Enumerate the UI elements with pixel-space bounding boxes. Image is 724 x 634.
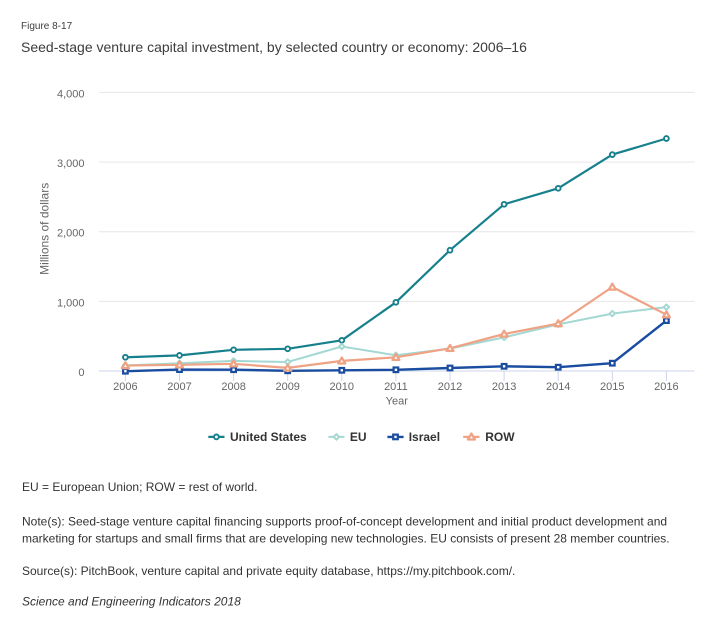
svg-text:EU = European Union; ROW = res: EU = European Union; ROW = rest of world…: [22, 480, 257, 494]
svg-text:United States: United States: [230, 430, 307, 444]
svg-text:2010: 2010: [330, 381, 354, 393]
svg-text:4,000: 4,000: [57, 88, 85, 100]
svg-text:Figure 8-17: Figure 8-17: [21, 21, 73, 32]
svg-text:Note(s): Seed-stage venture ca: Note(s): Seed-stage venture capital fina…: [22, 515, 667, 529]
svg-text:marketing for startups and sma: marketing for startups and small firms t…: [22, 532, 670, 546]
svg-text:1,000: 1,000: [57, 297, 85, 309]
svg-text:Seed-stage venture capital inv: Seed-stage venture capital investment, b…: [21, 39, 527, 55]
svg-text:Year: Year: [386, 395, 409, 407]
svg-text:2013: 2013: [492, 381, 516, 393]
svg-text:2011: 2011: [384, 381, 408, 393]
svg-text:3,000: 3,000: [57, 158, 85, 170]
svg-text:2008: 2008: [221, 381, 245, 393]
svg-text:2007: 2007: [167, 381, 191, 393]
svg-text:2015: 2015: [600, 381, 624, 393]
svg-text:2012: 2012: [438, 381, 462, 393]
svg-text:ROW: ROW: [485, 430, 515, 444]
svg-text:Millions of dollars: Millions of dollars: [38, 183, 52, 275]
svg-text:2,000: 2,000: [57, 228, 85, 240]
svg-text:2006: 2006: [113, 381, 137, 393]
svg-text:2009: 2009: [275, 381, 299, 393]
svg-text:Israel: Israel: [409, 430, 440, 444]
svg-text:2014: 2014: [546, 381, 570, 393]
svg-text:Science and Engineering Indica: Science and Engineering Indicators 2018: [22, 595, 241, 609]
svg-text:2016: 2016: [654, 381, 678, 393]
svg-text:Source(s): PitchBook, venture: Source(s): PitchBook, venture capital an…: [22, 564, 515, 578]
svg-text:EU: EU: [350, 430, 367, 444]
svg-text:0: 0: [78, 367, 84, 379]
